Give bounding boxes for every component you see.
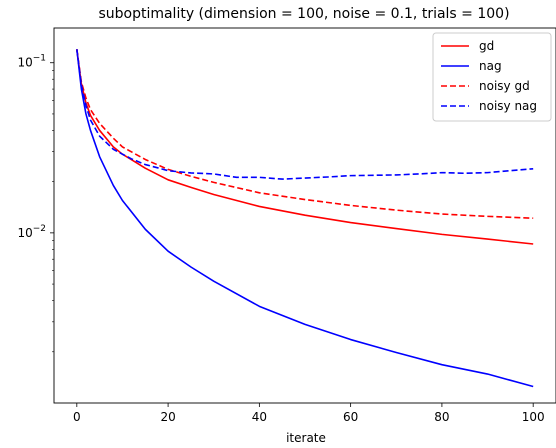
legend-box: [432, 32, 552, 122]
chart-title: suboptimality (dimension = 100, noise = …: [98, 6, 509, 22]
plot-frame: [53, 27, 556, 404]
legend-label: gd: [479, 39, 494, 53]
legend-label: noisy nag: [479, 99, 537, 113]
x-tick-label: 80: [434, 410, 449, 424]
series-line-noisy-gd: [76, 49, 534, 219]
legend: gd nag noisy gd noisy nag: [432, 32, 552, 122]
series-line-nag: [76, 49, 534, 388]
x-tick-label: 0: [73, 410, 81, 424]
legend-label: nag: [479, 59, 502, 73]
x-tick-label: 100: [522, 410, 545, 424]
y-tick-label: 10−1: [17, 54, 46, 70]
x-tick-label: 60: [343, 410, 358, 424]
legend-label: noisy gd: [479, 79, 530, 93]
y-tick-label: 10−2: [17, 224, 46, 240]
x-axis-label: iterate: [286, 431, 326, 445]
series-line-noisy-nag: [76, 49, 534, 180]
x-tick-label: 20: [160, 410, 175, 424]
series-line-gd: [76, 49, 534, 245]
x-tick-label: 40: [252, 410, 267, 424]
plot-layer: 0 20 40 60 80 100 10−1 10−2: [17, 49, 545, 424]
